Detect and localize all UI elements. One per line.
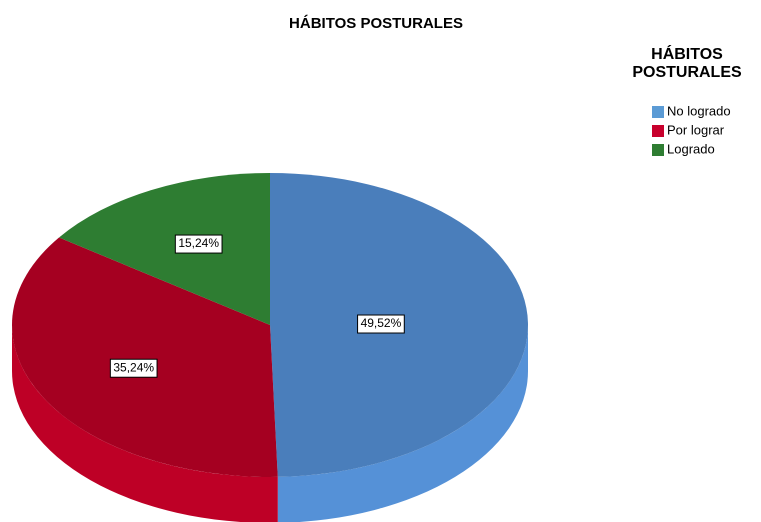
legend-label: Por lograr bbox=[667, 122, 725, 137]
legend-swatch bbox=[652, 106, 664, 118]
data-label: 35,24% bbox=[113, 360, 154, 374]
data-label-box bbox=[357, 314, 405, 334]
legend-label: Logrado bbox=[667, 141, 715, 156]
pie-side bbox=[277, 325, 528, 522]
pie-slice bbox=[59, 173, 271, 325]
legend-swatch bbox=[652, 125, 664, 137]
data-label-box bbox=[174, 234, 223, 254]
legend-label: No logrado bbox=[667, 103, 731, 118]
legend-title: HÁBITOS POSTURALES bbox=[632, 46, 742, 81]
legend-swatch bbox=[652, 144, 664, 156]
pie-slice bbox=[11, 237, 278, 477]
data-label: 49,52% bbox=[361, 316, 402, 330]
data-label-box bbox=[109, 358, 158, 378]
chart-title: HÁBITOS POSTURALES bbox=[289, 15, 463, 32]
data-label: 15,24% bbox=[178, 236, 219, 250]
pie-side bbox=[12, 325, 278, 522]
